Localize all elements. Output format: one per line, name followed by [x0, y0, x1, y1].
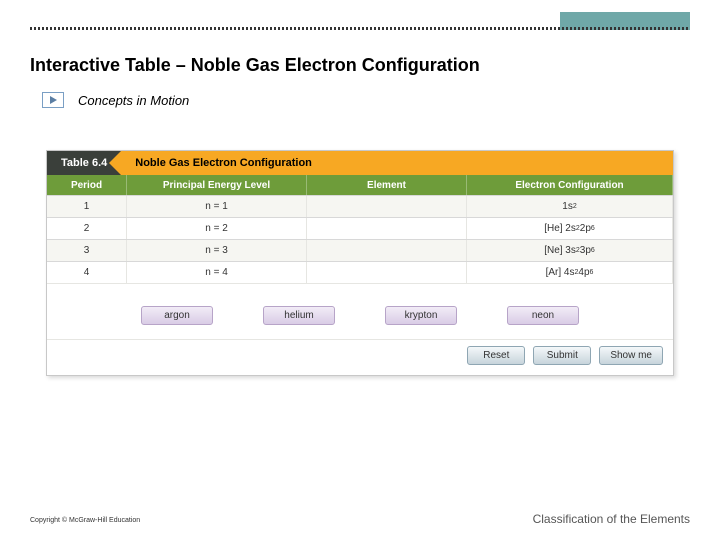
table-title-bar: Table 6.4 Noble Gas Electron Configurati… [47, 151, 673, 175]
table-caption: Noble Gas Electron Configuration [121, 151, 673, 175]
col-period: Period [47, 175, 127, 195]
header-bar [30, 12, 690, 30]
cell-level: n = 3 [127, 240, 307, 261]
cell-config: [Ar] 4s2 4p6 [467, 262, 673, 283]
column-header-row: Period Principal Energy Level Element El… [47, 175, 673, 195]
table-row: 1 n = 1 1s2 [47, 195, 673, 217]
cell-period: 3 [47, 240, 127, 261]
concepts-label: Concepts in Motion [78, 93, 189, 108]
cell-element-dropzone[interactable] [307, 218, 467, 239]
cell-config: [Ne] 3s2 3p6 [467, 240, 673, 261]
submit-button[interactable]: Submit [533, 346, 591, 365]
cell-period: 2 [47, 218, 127, 239]
cell-element-dropzone[interactable] [307, 196, 467, 217]
col-element: Element [307, 175, 467, 195]
draggable-chips-row: argon helium krypton neon [47, 283, 673, 339]
header-rule [30, 27, 690, 30]
chip-krypton[interactable]: krypton [385, 306, 457, 325]
col-electron-config: Electron Configuration [467, 175, 673, 195]
chip-neon[interactable]: neon [507, 306, 579, 325]
cell-element-dropzone[interactable] [307, 262, 467, 283]
reset-button[interactable]: Reset [467, 346, 525, 365]
table-row: 2 n = 2 [He] 2s2 2p6 [47, 217, 673, 239]
cell-config: [He] 2s2 2p6 [467, 218, 673, 239]
play-icon[interactable] [42, 92, 64, 108]
cell-element-dropzone[interactable] [307, 240, 467, 261]
cell-config: 1s2 [467, 196, 673, 217]
cell-level: n = 4 [127, 262, 307, 283]
interactive-table-widget: Table 6.4 Noble Gas Electron Configurati… [46, 150, 674, 376]
table-row: 3 n = 3 [Ne] 3s2 3p6 [47, 239, 673, 261]
chip-helium[interactable]: helium [263, 306, 335, 325]
col-energy-level: Principal Energy Level [127, 175, 307, 195]
cell-period: 4 [47, 262, 127, 283]
table-body: 1 n = 1 1s2 2 n = 2 [He] 2s2 2p6 3 n = 3… [47, 195, 673, 283]
table-row: 4 n = 4 [Ar] 4s2 4p6 [47, 261, 673, 283]
concepts-in-motion-row[interactable]: Concepts in Motion [42, 92, 189, 108]
copyright-text: Copyright © McGraw-Hill Education [30, 517, 140, 524]
cell-level: n = 1 [127, 196, 307, 217]
show-me-button[interactable]: Show me [599, 346, 663, 365]
cell-period: 1 [47, 196, 127, 217]
section-title: Classification of the Elements [533, 512, 690, 526]
action-button-row: Reset Submit Show me [47, 339, 673, 375]
cell-level: n = 2 [127, 218, 307, 239]
page-title: Interactive Table – Noble Gas Electron C… [30, 55, 480, 76]
chip-argon[interactable]: argon [141, 306, 213, 325]
